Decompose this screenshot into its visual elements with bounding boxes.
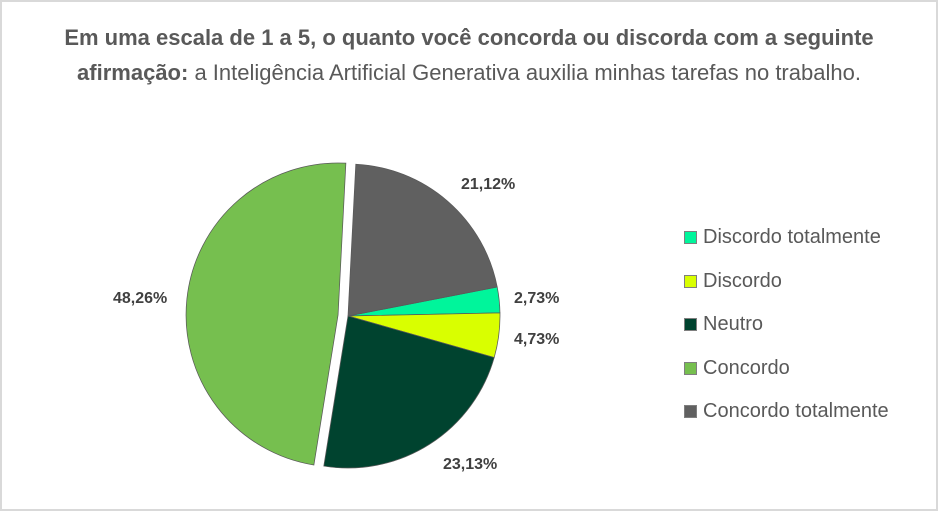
legend-label: Concordo xyxy=(703,356,790,379)
legend-label: Neutro xyxy=(703,313,764,336)
data-label-discordo-totalmente: 2,73% xyxy=(514,290,560,307)
legend-item-discordo-totalmente: Discordo totalmente xyxy=(684,216,889,260)
chart-title-bold: Em uma escala de 1 a 5, o quanto você co… xyxy=(64,25,874,85)
legend-swatch-icon xyxy=(684,361,697,375)
data-label-discordo: 4,73% xyxy=(514,331,560,348)
data-label-concordo-totalmente: 21,12% xyxy=(461,176,516,193)
pie-slice-concordo xyxy=(185,162,347,466)
legend-item-neutro: Neutro xyxy=(684,303,889,347)
legend-item-concordo-totalmente: Concordo totalmente xyxy=(684,390,889,434)
legend-label: Concordo totalmente xyxy=(703,400,889,423)
legend-swatch-icon xyxy=(684,274,697,288)
legend-swatch-icon xyxy=(684,405,697,419)
legend-label: Discordo totalmente xyxy=(703,226,881,249)
legend: Discordo totalmente Discordo Neutro Concord… xyxy=(684,216,889,434)
legend-swatch-icon xyxy=(684,318,697,332)
chart-title-regular: a Inteligência Artificial Generativa aux… xyxy=(194,60,861,85)
legend-item-discordo: Discordo xyxy=(684,260,889,304)
pie-slice-concordo-totalmente xyxy=(347,163,498,317)
legend-item-concordo: Concordo xyxy=(684,347,889,391)
legend-label: Discordo xyxy=(703,269,782,292)
chart-title: Em uma escala de 1 a 5, o quanto você co… xyxy=(60,20,878,90)
data-label-neutro: 23,13% xyxy=(443,456,498,473)
pie-slice-neutro xyxy=(323,315,495,469)
legend-swatch-icon xyxy=(684,231,697,245)
data-label-concordo: 48,26% xyxy=(113,290,168,307)
